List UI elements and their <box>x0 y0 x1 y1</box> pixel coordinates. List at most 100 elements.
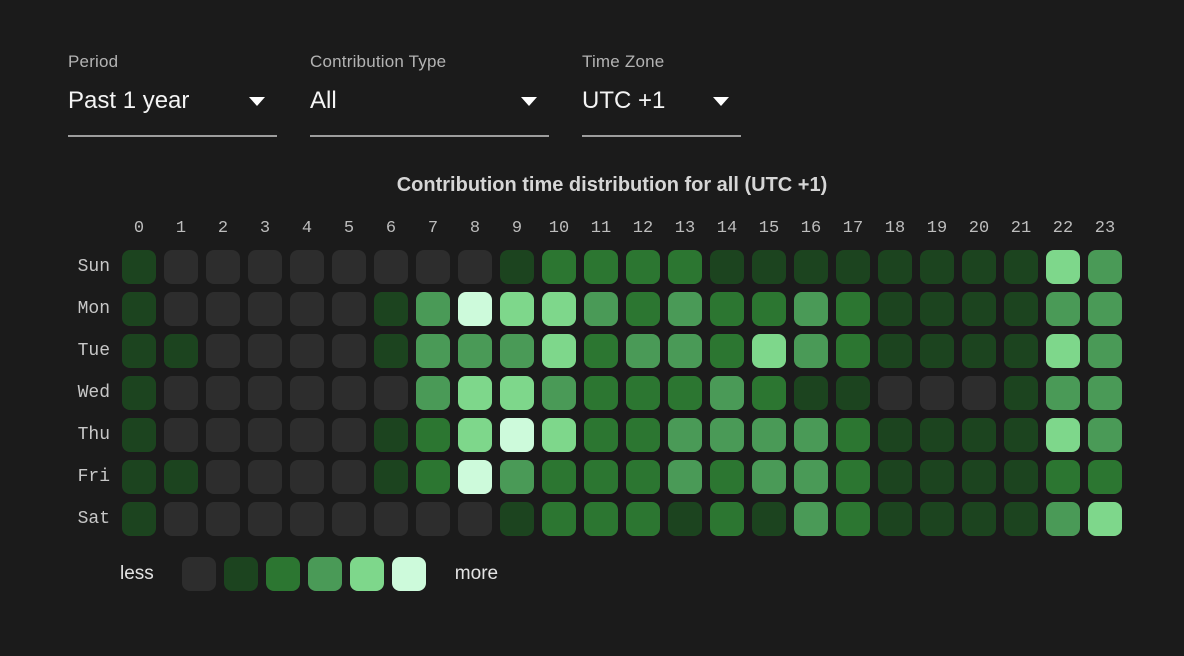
heatmap-cell <box>626 334 660 368</box>
heatmap-cell <box>836 334 870 368</box>
heatmap-cell <box>668 334 702 368</box>
heatmap-cell <box>164 292 198 326</box>
hour-label: 10 <box>548 219 570 238</box>
heatmap-cell <box>248 502 282 536</box>
contribution-heatmap <box>122 250 1122 536</box>
heatmap-cell <box>878 376 912 410</box>
heatmap-cell <box>500 502 534 536</box>
heatmap-cell <box>416 250 450 284</box>
heatmap-cell <box>1046 376 1080 410</box>
filter-contribution-type: Contribution Type All <box>310 52 549 137</box>
heatmap-cell <box>920 250 954 284</box>
heatmap-cell <box>752 292 786 326</box>
heatmap-cell <box>248 334 282 368</box>
period-select[interactable]: Past 1 year <box>68 87 277 115</box>
heatmap-cell <box>1046 292 1080 326</box>
heatmap-cell <box>1088 250 1122 284</box>
heatmap-cell <box>542 502 576 536</box>
heatmap-cell <box>458 334 492 368</box>
heatmap-cell <box>668 250 702 284</box>
hour-label: 9 <box>511 219 523 238</box>
heatmap-cell <box>374 334 408 368</box>
heatmap-cell <box>1004 292 1038 326</box>
heatmap-cell <box>206 460 240 494</box>
filter-period: Period Past 1 year <box>68 52 277 137</box>
heatmap-cell <box>1046 250 1080 284</box>
heatmap-cell <box>1046 418 1080 452</box>
heatmap-cell <box>626 418 660 452</box>
heatmap-cell <box>1046 334 1080 368</box>
chevron-down-icon <box>249 96 265 106</box>
heatmap-cell <box>584 334 618 368</box>
heatmap-cell <box>962 376 996 410</box>
hour-label: 4 <box>301 219 313 238</box>
heatmap-cell <box>290 460 324 494</box>
heatmap-cell <box>836 502 870 536</box>
heatmap-cell <box>500 292 534 326</box>
heatmap-cell <box>920 460 954 494</box>
heatmap-cell <box>626 250 660 284</box>
heatmap-cell <box>206 250 240 284</box>
heatmap-cell <box>248 376 282 410</box>
day-label: Mon <box>77 299 110 319</box>
heatmap-cell <box>206 334 240 368</box>
heatmap-cell <box>1004 418 1038 452</box>
day-axis-labels: Sun Mon Tue Wed Thu Fri Sat <box>52 250 110 536</box>
hour-label: 11 <box>590 219 612 238</box>
heatmap-cell <box>374 292 408 326</box>
heatmap-cell <box>1004 250 1038 284</box>
heatmap-cell <box>668 460 702 494</box>
day-label: Sat <box>77 509 110 529</box>
heatmap-cell <box>542 376 576 410</box>
hour-label: 12 <box>632 219 654 238</box>
day-label: Wed <box>77 383 110 403</box>
heatmap-cell <box>878 250 912 284</box>
heatmap-cell <box>752 334 786 368</box>
heatmap-cell <box>962 250 996 284</box>
heatmap-cell <box>836 460 870 494</box>
heatmap-cell <box>1088 376 1122 410</box>
heatmap-cell <box>458 292 492 326</box>
heatmap-cell <box>710 334 744 368</box>
heatmap-cell <box>332 334 366 368</box>
heatmap-cell <box>878 334 912 368</box>
heatmap-cell <box>458 418 492 452</box>
heatmap-cell <box>1088 418 1122 452</box>
heatmap-cell <box>500 460 534 494</box>
hour-label: 3 <box>259 219 271 238</box>
heatmap-cell <box>794 334 828 368</box>
day-label: Tue <box>77 341 110 361</box>
heatmap-cell <box>836 376 870 410</box>
heatmap-cell <box>458 460 492 494</box>
time-zone-select[interactable]: UTC +1 <box>582 87 741 115</box>
hour-label: 22 <box>1052 219 1074 238</box>
heatmap-cell <box>794 250 828 284</box>
heatmap-cell <box>1088 334 1122 368</box>
heatmap-cell <box>164 334 198 368</box>
heatmap-cell <box>332 460 366 494</box>
heatmap-cell <box>794 292 828 326</box>
heatmap-cell <box>584 418 618 452</box>
heatmap-cell <box>710 292 744 326</box>
heatmap-cell <box>752 376 786 410</box>
contribution-type-select[interactable]: All <box>310 87 549 115</box>
chevron-down-icon <box>521 96 537 106</box>
hour-label: 23 <box>1094 219 1116 238</box>
heatmap-cell <box>164 502 198 536</box>
time-zone-value: UTC +1 <box>582 87 666 114</box>
heatmap-cell <box>290 334 324 368</box>
heatmap-cell <box>920 376 954 410</box>
heatmap-cell <box>248 292 282 326</box>
heatmap-cell <box>962 334 996 368</box>
heatmap-cell <box>668 292 702 326</box>
heatmap-cell <box>122 460 156 494</box>
filter-time-zone: Time Zone UTC +1 <box>582 52 741 137</box>
heatmap-cell <box>248 418 282 452</box>
heatmap-cell <box>500 250 534 284</box>
heatmap-cell <box>836 418 870 452</box>
heatmap-cell <box>920 292 954 326</box>
heatmap-cell <box>962 418 996 452</box>
hour-label: 8 <box>469 219 481 238</box>
heatmap-cell <box>752 502 786 536</box>
heatmap-cell <box>584 250 618 284</box>
